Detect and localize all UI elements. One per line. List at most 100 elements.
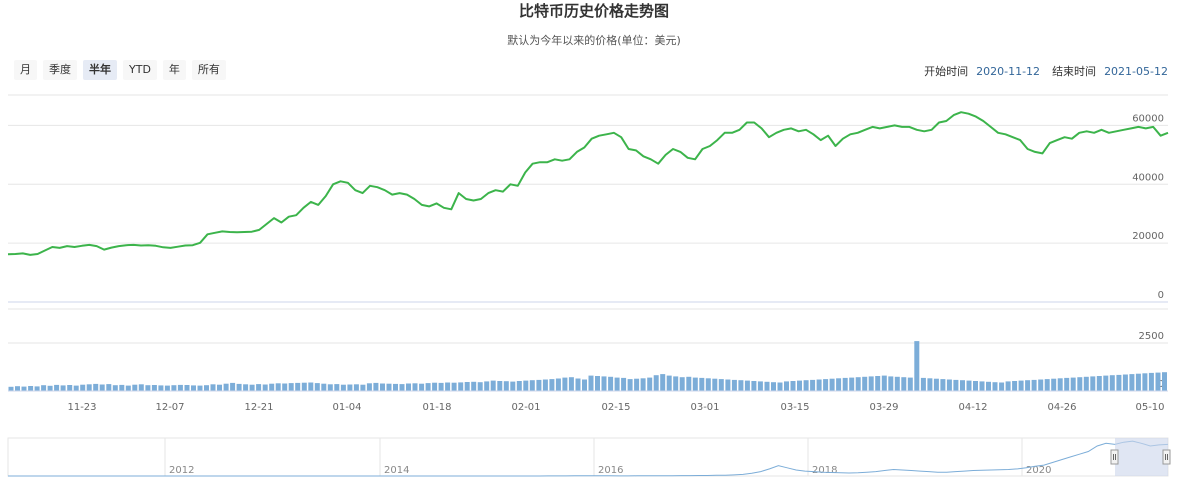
x-tick-label: 05-10 xyxy=(1135,402,1164,413)
volume-bar xyxy=(640,378,646,391)
volume-bar xyxy=(829,378,835,391)
volume-bar xyxy=(842,377,848,391)
volume-bar xyxy=(595,376,600,391)
volume-bar xyxy=(1005,381,1011,391)
volume-bar xyxy=(1090,376,1096,391)
volume-bar xyxy=(1109,375,1115,391)
x-tick-label: 11-23 xyxy=(67,402,96,413)
volume-bar xyxy=(973,381,978,391)
volume-bar xyxy=(536,379,542,391)
x-tick-label: 12-07 xyxy=(155,402,184,413)
volume-bar xyxy=(171,385,177,391)
volume-bar xyxy=(575,378,581,391)
navigator[interactable]: 2012 2014 2016 2018 2020 xyxy=(7,437,1171,477)
navigator-year-label: 2014 xyxy=(384,465,409,476)
volume-bar xyxy=(634,378,640,391)
volume-bar xyxy=(516,381,522,391)
range-selector: 月 季度 半年 YTD 年 所有 xyxy=(14,60,232,80)
chart-subtitle: 默认为今年以来的价格(单位：美元) xyxy=(507,34,681,47)
navigator-year-label: 2018 xyxy=(812,465,837,476)
volume-bar xyxy=(93,383,99,391)
volume-bar xyxy=(849,377,855,391)
volume-bar xyxy=(112,385,118,391)
navigator-labels: 2012 2014 2016 2018 2020 xyxy=(169,465,1051,476)
volume-bar xyxy=(86,384,92,391)
range-button-ytd[interactable]: YTD xyxy=(123,60,157,80)
volume-bar xyxy=(1031,379,1037,391)
volume-bar xyxy=(836,378,842,391)
volume-bar xyxy=(784,381,789,391)
volume-bar xyxy=(855,377,861,391)
volume-bar xyxy=(73,385,79,391)
volume-bar xyxy=(243,384,249,391)
volume-bar xyxy=(699,377,705,391)
volume-bar xyxy=(125,385,131,391)
volume-bar xyxy=(15,386,20,391)
volume-bar xyxy=(204,385,209,391)
volume-bar xyxy=(1064,377,1070,391)
volume-bar xyxy=(386,383,392,391)
navigator-background xyxy=(7,437,1169,477)
volume-bar xyxy=(901,377,907,391)
price-axis: 0 20000 40000 60000 xyxy=(1132,113,1164,301)
volume-bar xyxy=(497,381,503,391)
volume-bar xyxy=(67,385,73,391)
x-tick-label: 03-29 xyxy=(869,402,898,413)
navigator-left-handle[interactable] xyxy=(1110,449,1119,465)
volume-bar xyxy=(119,384,125,391)
volume-bar xyxy=(1057,378,1063,391)
volume-bar xyxy=(236,383,242,391)
date-range: 开始时间 2020-11-12 结束时间 2021-05-12 xyxy=(924,63,1168,79)
volume-bar xyxy=(601,376,607,391)
range-button-quarter[interactable]: 季度 xyxy=(43,60,77,80)
volume-bar xyxy=(771,382,776,391)
volume-bar xyxy=(99,384,105,391)
chart-title: 比特币历史价格走势图 xyxy=(518,2,669,20)
volume-bar xyxy=(1051,378,1057,391)
x-axis: 11-23 12-07 12-21 01-04 01-18 02-01 02-1… xyxy=(67,402,1164,413)
end-date-label: 结束时间 xyxy=(1052,65,1097,78)
volume-bar xyxy=(1162,372,1167,391)
range-button-half-year[interactable]: 半年 xyxy=(83,60,117,80)
volume-axis: 0 2500 xyxy=(1139,331,1164,390)
range-button-year[interactable]: 年 xyxy=(162,60,186,80)
price-series-line xyxy=(7,111,1169,256)
volume-bar xyxy=(503,381,509,391)
volume-bar xyxy=(777,382,783,391)
volume-bar xyxy=(406,383,411,391)
volume-bar xyxy=(438,382,444,391)
volume-tick-label: 2500 xyxy=(1139,331,1164,342)
volume-bar xyxy=(41,385,47,391)
volume-bar xyxy=(764,381,770,391)
volume-bar xyxy=(256,384,262,391)
volume-bar xyxy=(412,383,418,391)
volume-bar xyxy=(608,376,614,391)
volume-bar xyxy=(445,382,451,391)
price-gridlines xyxy=(8,124,1168,303)
volume-bar xyxy=(164,385,170,391)
volume-bar xyxy=(327,384,333,391)
price-tick-label: 40000 xyxy=(1132,172,1164,183)
volume-bar xyxy=(1096,376,1102,391)
navigator-selection[interactable] xyxy=(1115,438,1168,476)
end-date-input[interactable]: 2021-05-12 xyxy=(1104,64,1168,78)
volume-bar xyxy=(660,374,666,391)
volume-bar xyxy=(1012,381,1018,391)
volume-bar xyxy=(262,384,268,391)
volume-bar xyxy=(888,376,894,391)
volume-gridlines xyxy=(8,308,1168,344)
navigator-right-handle[interactable] xyxy=(1162,449,1171,465)
volume-bar xyxy=(1077,377,1083,391)
volume-bar xyxy=(184,385,190,391)
volume-bar xyxy=(712,378,718,391)
range-button-all[interactable]: 所有 xyxy=(191,60,226,80)
volume-bar xyxy=(54,384,60,391)
range-button-month[interactable]: 月 xyxy=(14,60,37,80)
price-tick-label: 60000 xyxy=(1132,113,1164,124)
start-date-input[interactable]: 2020-11-12 xyxy=(976,64,1041,78)
volume-bar xyxy=(868,376,874,391)
volume-bar xyxy=(549,379,555,391)
navigator-series-line xyxy=(8,440,1169,477)
volume-bar xyxy=(1018,380,1024,391)
